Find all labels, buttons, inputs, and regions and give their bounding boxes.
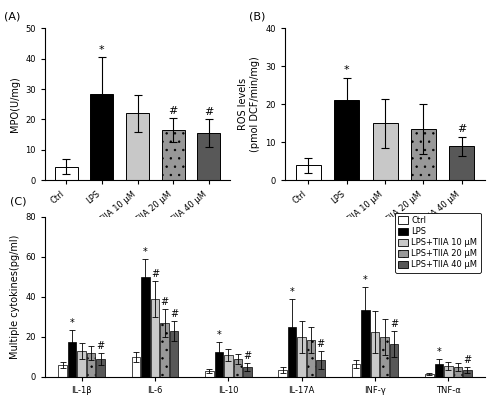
Text: *: * bbox=[436, 347, 441, 357]
Text: #: # bbox=[96, 341, 105, 351]
Bar bbox=[234, 359, 242, 377]
Bar bbox=[141, 277, 150, 377]
Bar bbox=[58, 365, 67, 377]
Bar bbox=[205, 371, 214, 377]
Bar bbox=[352, 364, 360, 377]
Text: #: # bbox=[151, 269, 159, 279]
Bar bbox=[390, 344, 398, 377]
Bar bbox=[170, 331, 178, 377]
Y-axis label: Multiple cytokines(pg/ml): Multiple cytokines(pg/ml) bbox=[10, 235, 20, 359]
Text: *: * bbox=[363, 275, 368, 285]
Bar bbox=[214, 352, 223, 377]
Bar bbox=[150, 299, 160, 377]
Bar bbox=[78, 351, 86, 377]
Text: #: # bbox=[168, 105, 178, 115]
Text: (C): (C) bbox=[10, 197, 26, 207]
Bar bbox=[55, 167, 78, 180]
Text: (A): (A) bbox=[4, 12, 20, 22]
Text: *: * bbox=[70, 318, 74, 328]
Bar bbox=[162, 130, 184, 180]
Bar bbox=[425, 374, 434, 377]
Text: *: * bbox=[344, 65, 349, 75]
Bar bbox=[411, 129, 436, 180]
Bar bbox=[454, 367, 462, 377]
Text: #: # bbox=[160, 297, 168, 307]
Y-axis label: MPO(U/mg): MPO(U/mg) bbox=[10, 76, 20, 132]
Bar bbox=[316, 360, 325, 377]
Bar bbox=[334, 100, 359, 180]
Bar bbox=[307, 340, 316, 377]
Text: #: # bbox=[204, 107, 214, 117]
Bar bbox=[224, 355, 232, 377]
Text: *: * bbox=[99, 45, 104, 55]
Bar bbox=[87, 353, 96, 377]
Bar bbox=[126, 113, 149, 180]
Text: *: * bbox=[143, 247, 148, 257]
Legend: Ctrl, LPS, LPS+TIIA 10 μM, LPS+TIIA 20 μM, LPS+TIIA 40 μM: Ctrl, LPS, LPS+TIIA 10 μM, LPS+TIIA 20 μ… bbox=[395, 213, 481, 273]
Bar bbox=[370, 332, 380, 377]
Bar bbox=[450, 146, 474, 180]
Y-axis label: ROS levels
(pmol DCF/min/mg): ROS levels (pmol DCF/min/mg) bbox=[238, 57, 260, 152]
Bar bbox=[361, 310, 370, 377]
Bar bbox=[197, 133, 220, 180]
Bar bbox=[298, 337, 306, 377]
Bar bbox=[296, 165, 320, 180]
Text: *: * bbox=[216, 330, 221, 340]
Text: #: # bbox=[464, 355, 471, 365]
Bar bbox=[132, 357, 140, 377]
Text: *: * bbox=[290, 287, 294, 297]
Bar bbox=[380, 337, 389, 377]
Bar bbox=[96, 359, 105, 377]
Bar bbox=[288, 327, 296, 377]
Bar bbox=[68, 342, 76, 377]
Text: #: # bbox=[390, 319, 398, 329]
Bar bbox=[243, 367, 252, 377]
Text: (B): (B) bbox=[249, 12, 266, 22]
Bar bbox=[372, 124, 398, 180]
Bar bbox=[278, 370, 287, 377]
Bar bbox=[463, 370, 471, 377]
Bar bbox=[434, 364, 443, 377]
Text: #: # bbox=[244, 351, 252, 361]
Bar bbox=[160, 323, 169, 377]
Text: #: # bbox=[316, 339, 325, 349]
Bar bbox=[444, 366, 452, 377]
Text: #: # bbox=[170, 309, 178, 319]
Text: #: # bbox=[457, 124, 466, 134]
Bar bbox=[90, 93, 114, 180]
